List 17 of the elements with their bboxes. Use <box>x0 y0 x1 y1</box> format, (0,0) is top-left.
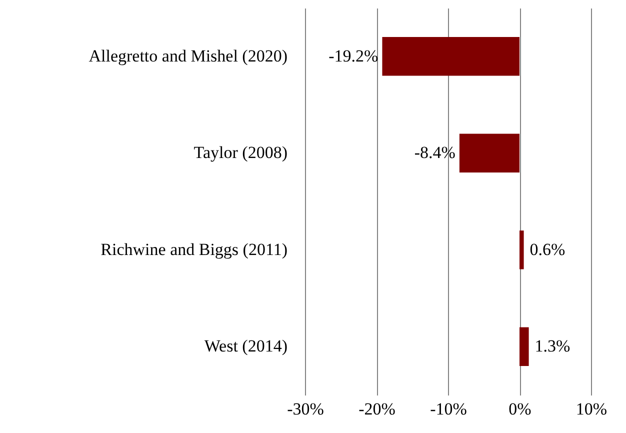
bar <box>459 134 520 172</box>
data-label: -19.2% <box>328 46 378 66</box>
x-tick-label: -10% <box>430 400 467 418</box>
x-tick-label: -30% <box>287 400 324 418</box>
data-label: 0.6% <box>530 240 566 259</box>
data-label: -8.4% <box>414 143 456 162</box>
data-label: 1.3% <box>534 336 570 356</box>
x-tick-label: -20% <box>358 400 396 418</box>
x-tick-label: 0% <box>508 400 532 418</box>
bar <box>520 327 529 366</box>
y-tick-label: Taylor (2008) <box>194 143 288 162</box>
y-tick-label: West (2014) <box>204 336 288 356</box>
bar <box>520 230 524 270</box>
y-tick-label: Richwine and Biggs (2011) <box>100 240 288 259</box>
y-tick-label: Allegretto and Mishel (2020) <box>88 46 288 66</box>
x-tick-label: 10% <box>576 400 608 418</box>
bar <box>382 37 520 76</box>
